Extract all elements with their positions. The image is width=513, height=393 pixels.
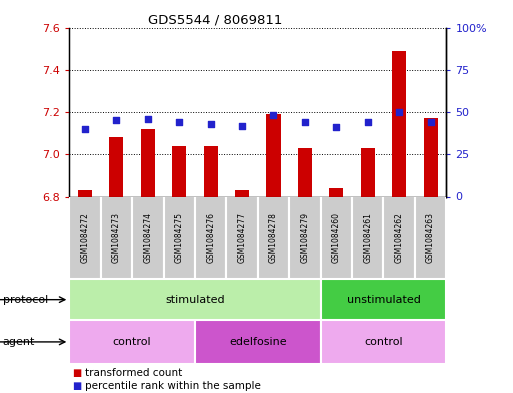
Point	[175, 119, 183, 125]
Bar	[204, 146, 218, 196]
Bar	[132, 196, 164, 279]
Bar	[69, 320, 195, 364]
Bar	[109, 138, 124, 196]
Text: ■: ■	[72, 381, 81, 391]
Text: GSM1084263: GSM1084263	[426, 212, 435, 263]
Bar	[195, 320, 321, 364]
Point	[238, 122, 246, 129]
Bar	[289, 196, 321, 279]
Bar	[258, 196, 289, 279]
Bar	[329, 188, 343, 196]
Text: GSM1084272: GSM1084272	[81, 212, 89, 263]
Point	[332, 124, 341, 130]
Bar	[69, 196, 101, 279]
Text: transformed count: transformed count	[85, 368, 182, 378]
Point	[426, 119, 435, 125]
Bar	[321, 279, 446, 320]
Bar	[69, 279, 321, 320]
Bar	[352, 196, 383, 279]
Bar	[415, 196, 446, 279]
Point	[144, 116, 152, 122]
Text: control: control	[364, 337, 403, 347]
Text: GDS5544 / 8069811: GDS5544 / 8069811	[148, 14, 283, 27]
Bar	[383, 196, 415, 279]
Bar	[78, 190, 92, 196]
Text: GSM1084275: GSM1084275	[175, 212, 184, 263]
Text: GSM1084278: GSM1084278	[269, 212, 278, 263]
Bar	[361, 148, 375, 196]
Bar	[266, 114, 281, 196]
Bar	[141, 129, 155, 196]
Bar	[226, 196, 258, 279]
Text: edelfosine: edelfosine	[229, 337, 287, 347]
Bar	[298, 148, 312, 196]
Bar	[424, 118, 438, 196]
Text: GSM1084274: GSM1084274	[143, 212, 152, 263]
Text: GSM1084261: GSM1084261	[363, 212, 372, 263]
Bar	[164, 196, 195, 279]
Text: agent: agent	[3, 337, 35, 347]
Point	[269, 112, 278, 119]
Bar	[195, 196, 226, 279]
Text: GSM1084262: GSM1084262	[394, 212, 404, 263]
Point	[364, 119, 372, 125]
Text: GSM1084277: GSM1084277	[238, 212, 247, 263]
Point	[395, 109, 403, 115]
Text: GSM1084260: GSM1084260	[332, 212, 341, 263]
Text: percentile rank within the sample: percentile rank within the sample	[85, 381, 261, 391]
Text: GSM1084276: GSM1084276	[206, 212, 215, 263]
Text: unstimulated: unstimulated	[346, 295, 421, 305]
Text: stimulated: stimulated	[165, 295, 225, 305]
Bar	[392, 51, 406, 196]
Text: ■: ■	[72, 368, 81, 378]
Text: protocol: protocol	[3, 295, 48, 305]
Bar	[172, 146, 186, 196]
Text: GSM1084279: GSM1084279	[301, 212, 309, 263]
Bar	[321, 196, 352, 279]
Point	[207, 121, 215, 127]
Bar	[321, 320, 446, 364]
Point	[301, 119, 309, 125]
Bar	[101, 196, 132, 279]
Text: GSM1084273: GSM1084273	[112, 212, 121, 263]
Point	[81, 126, 89, 132]
Text: control: control	[113, 337, 151, 347]
Point	[112, 117, 121, 123]
Bar	[235, 190, 249, 196]
